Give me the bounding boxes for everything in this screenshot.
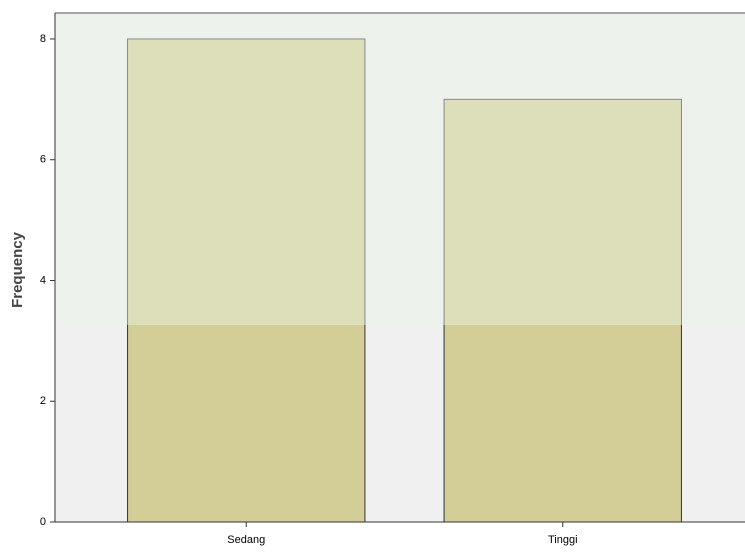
y-tick-label: 6: [40, 154, 46, 166]
y-axis-label: Frequency: [9, 231, 26, 308]
x-tick-label: Sedang: [227, 534, 265, 546]
y-tick-label: 0: [40, 516, 46, 528]
y-tick-label: 8: [40, 33, 46, 45]
bar: [127, 38, 366, 523]
x-tick-label: Tinggi: [548, 534, 578, 546]
y-tick-label: 4: [40, 274, 46, 286]
watermark-overlay: [55, 13, 745, 325]
y-tick-label: 2: [40, 395, 46, 407]
marks: [127, 38, 682, 523]
bar: [443, 98, 682, 523]
